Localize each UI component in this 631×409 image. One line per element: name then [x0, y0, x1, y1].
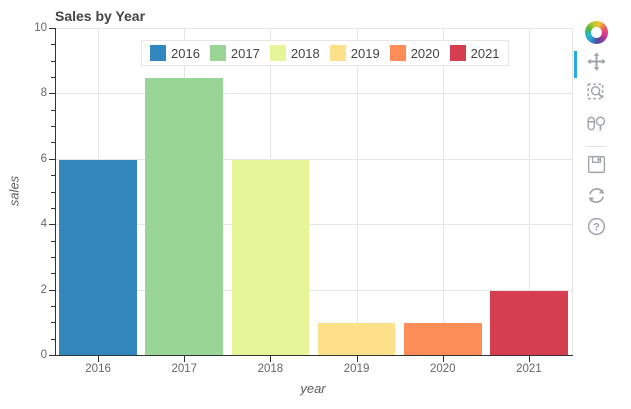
active-tool-indicator [574, 51, 577, 78]
y-tick-label: 6 [40, 152, 47, 165]
x-tick-label: 2020 [429, 363, 456, 375]
bar-2016 [59, 159, 137, 356]
y-tick [51, 256, 55, 258]
reset-tool-button[interactable] [585, 187, 607, 209]
x-tick-label: 2019 [343, 363, 370, 375]
y-tick-label: 2 [40, 283, 47, 296]
legend-label: 2018 [290, 45, 320, 61]
v-gridline [528, 29, 530, 356]
x-axis-label: year [300, 381, 326, 396]
x-tick [98, 356, 100, 362]
bar-2018 [231, 159, 310, 356]
legend-label: 2021 [470, 45, 500, 61]
y-tick [51, 142, 55, 144]
legend-item-2016: 2016 [150, 45, 200, 61]
legend-label: 2016 [171, 45, 200, 61]
x-tick-label: 2017 [171, 363, 198, 375]
x-tick [442, 356, 444, 362]
y-tick-label: 4 [40, 218, 47, 231]
legend-label: 2017 [230, 45, 260, 61]
reset-icon [586, 185, 607, 211]
h-gridline [55, 289, 572, 291]
y-tick-label: 0 [40, 349, 47, 361]
toolbar-divider [586, 146, 606, 147]
save-tool-button[interactable] [585, 154, 607, 180]
y-axis-line [55, 28, 56, 355]
svg-text:?: ? [593, 221, 600, 233]
legend-item-2018: 2018 [269, 45, 320, 61]
x-tick [184, 356, 186, 362]
y-tick [51, 273, 55, 275]
bokeh-logo[interactable] [584, 21, 608, 44]
chart-title: Sales by Year [55, 8, 146, 24]
x-axis-line [55, 355, 573, 356]
y-tick [49, 224, 55, 226]
y-tick [51, 109, 55, 111]
x-tick [356, 356, 358, 362]
help-icon: ? [586, 216, 607, 242]
box-zoom-tool-button[interactable] [585, 82, 607, 108]
x-tick [528, 356, 530, 362]
x-tick-label: 2016 [85, 363, 111, 375]
y-tick [49, 355, 55, 356]
y-tick [51, 338, 55, 340]
legend-swatch [150, 45, 166, 61]
legend-swatch [449, 45, 466, 61]
y-tick [51, 126, 55, 128]
y-tick [51, 191, 55, 193]
bar-2021 [490, 290, 568, 356]
bar-2017 [145, 78, 224, 356]
y-tick-label: 10 [34, 22, 47, 34]
y-axis-label: sales [6, 175, 22, 207]
y-tick [49, 28, 55, 29]
legend-item-2020: 2020 [389, 45, 440, 61]
y-tick [51, 305, 55, 307]
y-tick [51, 240, 55, 242]
legend-swatch [209, 45, 226, 61]
h-gridline [55, 158, 572, 160]
legend-label: 2019 [350, 45, 380, 61]
legend-swatch [389, 45, 406, 61]
x-tick-label: 2018 [257, 363, 284, 375]
legend-item-2017: 2017 [209, 45, 260, 61]
box-zoom-icon [586, 82, 607, 108]
pan-tool-button[interactable] [574, 51, 607, 78]
y-tick-label: 8 [40, 87, 47, 100]
x-tick-label: 2021 [516, 363, 542, 375]
h-gridline [55, 28, 572, 29]
y-tick [49, 289, 55, 291]
y-tick [51, 60, 55, 62]
y-tick [49, 93, 55, 95]
bar-2019 [317, 323, 396, 356]
x-tick [270, 356, 272, 362]
y-tick [51, 207, 55, 209]
h-gridline [55, 224, 572, 226]
wheel-zoom-icon [586, 113, 607, 139]
y-tick [51, 175, 55, 177]
v-gridline [356, 29, 358, 356]
legend-item-2019: 2019 [329, 45, 380, 61]
legend-item-2021: 2021 [449, 45, 500, 61]
legend-label: 2020 [410, 45, 440, 61]
y-tick [51, 322, 55, 324]
toolbar: ? [574, 21, 611, 242]
bar-2020 [403, 323, 482, 356]
legend-swatch [269, 45, 286, 61]
y-tick [51, 44, 55, 46]
h-gridline [55, 93, 572, 95]
legend-swatch [329, 45, 346, 61]
wheel-zoom-tool-button[interactable] [585, 115, 607, 137]
save-icon [586, 154, 607, 180]
pan-icon [586, 51, 607, 77]
y-tick [51, 77, 55, 79]
help-tool-button[interactable]: ? [585, 216, 607, 242]
v-gridline [442, 29, 444, 356]
plot-area[interactable]: 2016 2017 2018 2019 2020 2021 [55, 28, 573, 356]
bokeh-logo-hole [590, 27, 602, 38]
y-tick [49, 158, 55, 160]
legend: 2016 2017 2018 2019 2020 2021 [141, 40, 509, 66]
